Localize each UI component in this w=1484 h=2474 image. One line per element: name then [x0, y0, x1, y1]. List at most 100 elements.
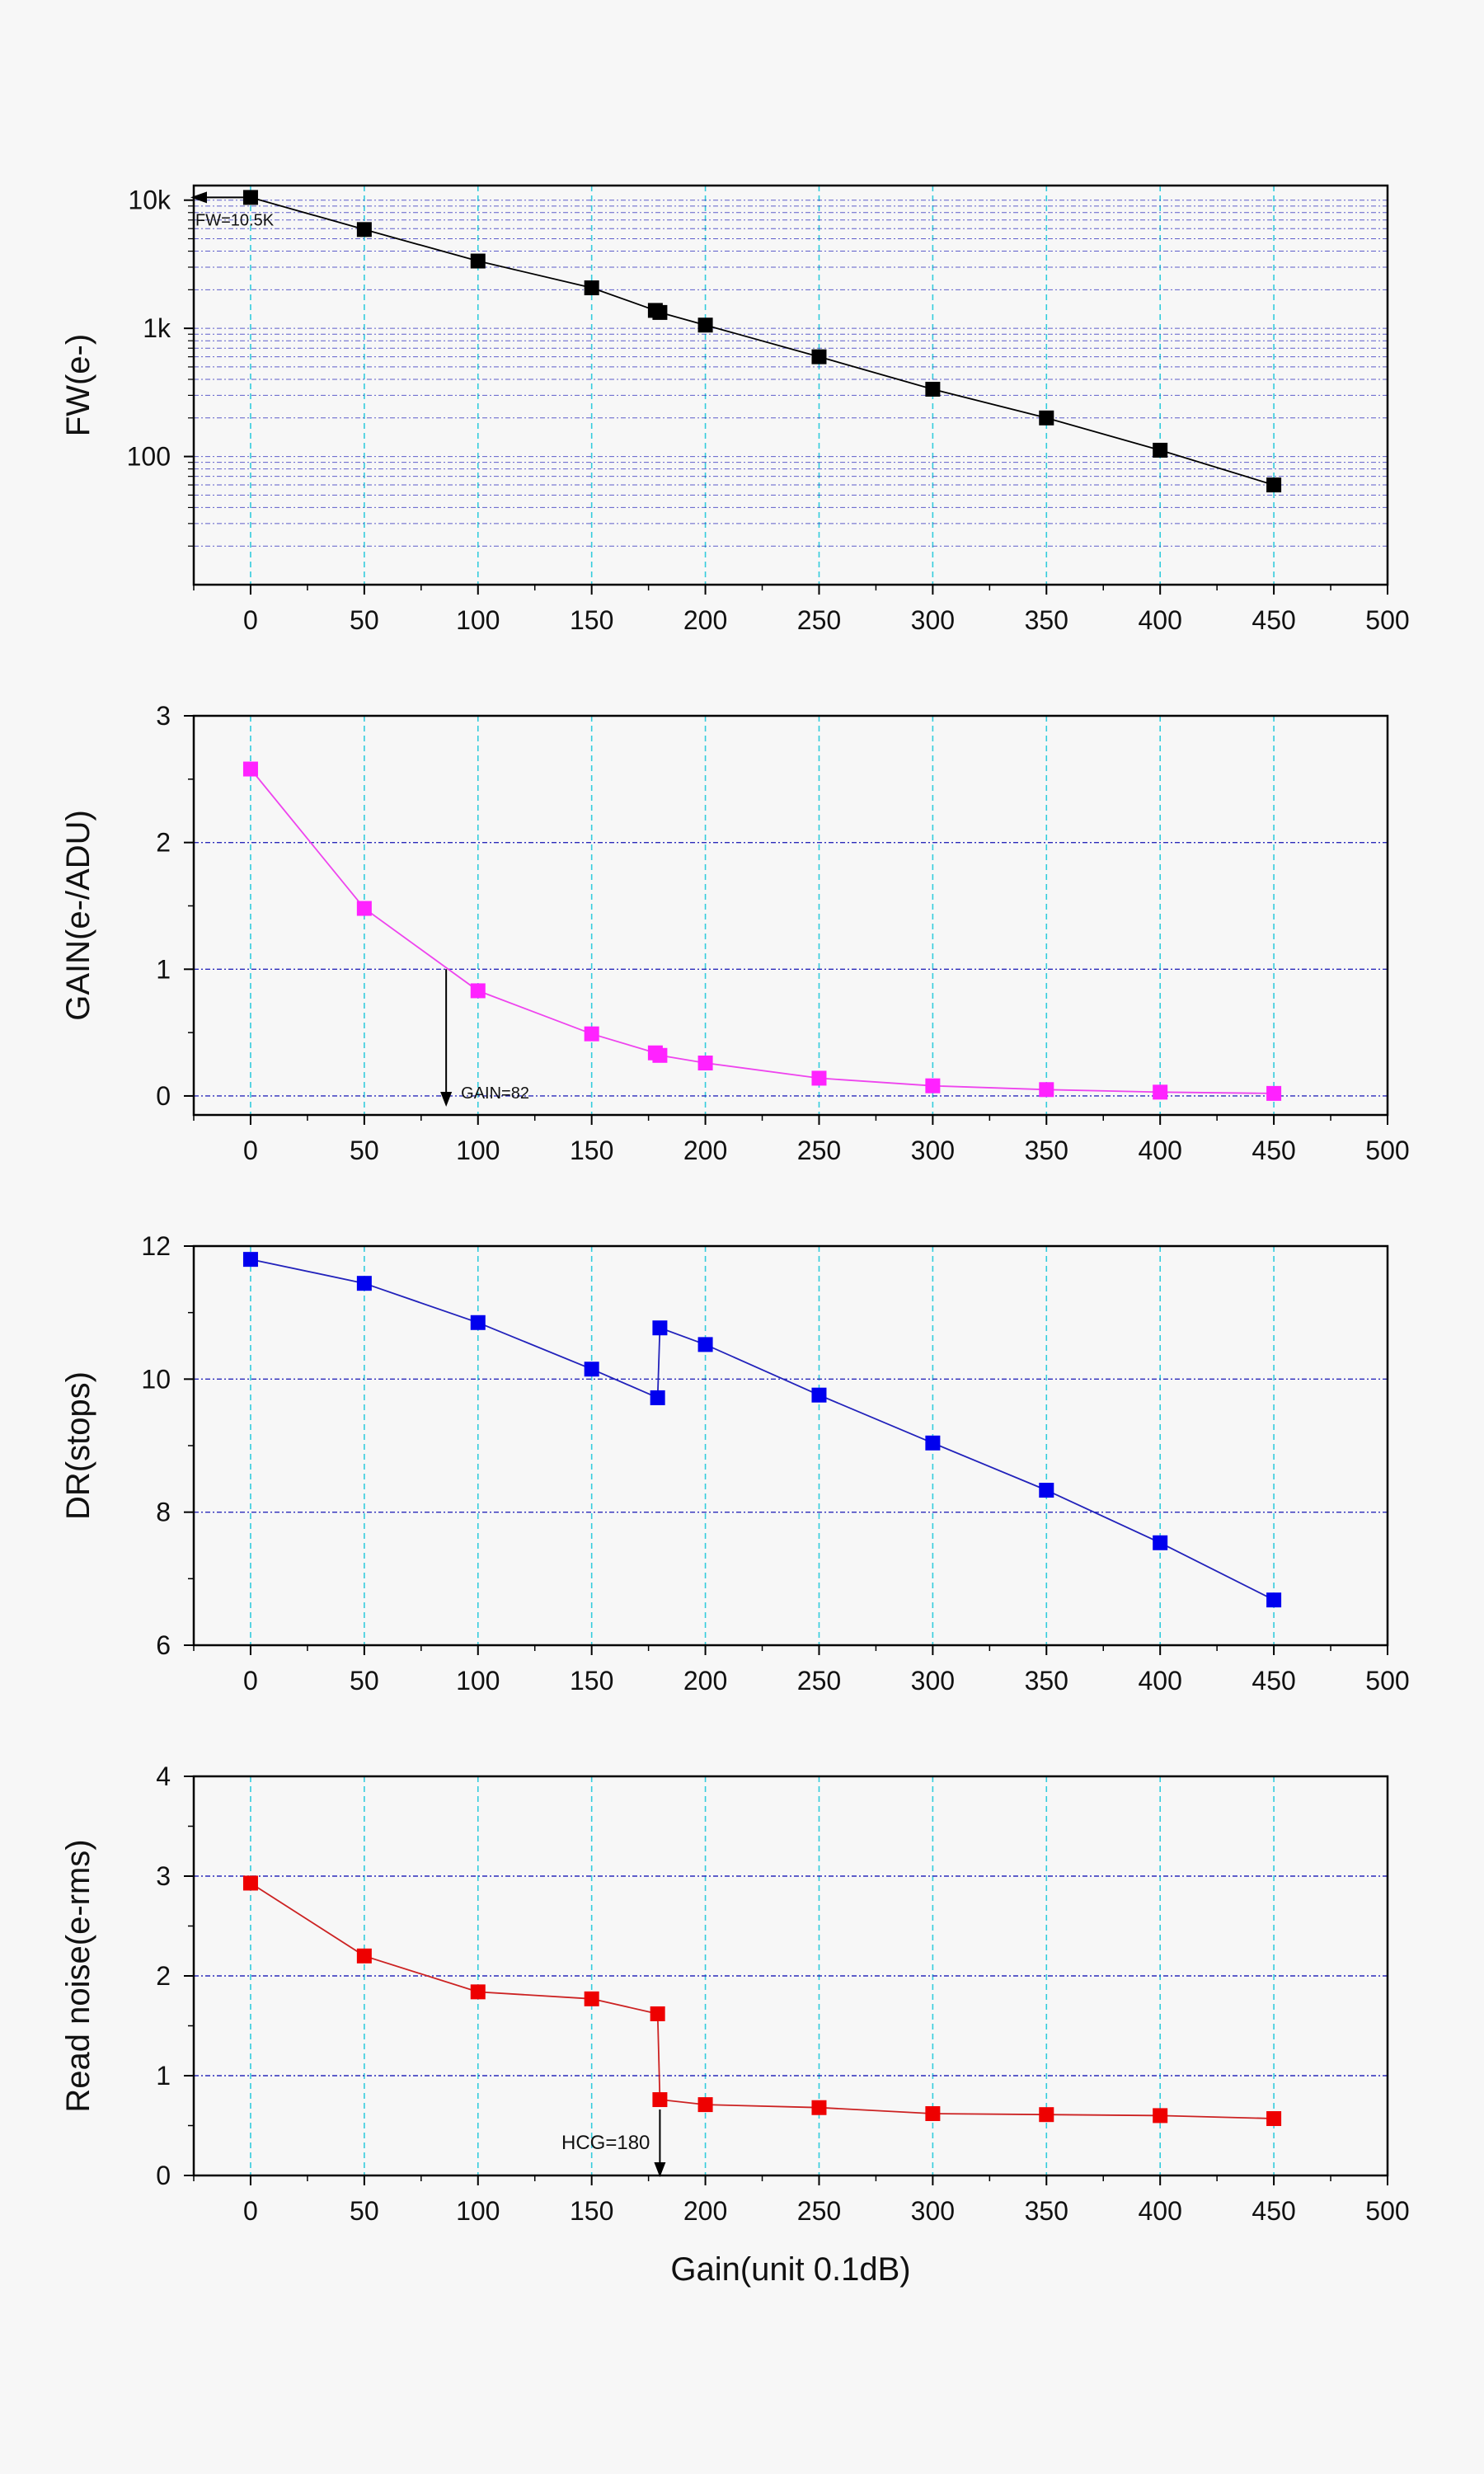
x-tick-label: 100 [456, 2196, 500, 2226]
data-point [811, 349, 827, 365]
y-tick-label: 10k [128, 186, 171, 215]
data-point [650, 1390, 665, 1405]
x-tick-label: 150 [570, 1136, 613, 1165]
data-point [1153, 442, 1168, 458]
y-tick-label: 2 [156, 828, 171, 858]
series-line [250, 1258, 1275, 1601]
y-tick-label: 3 [156, 1861, 171, 1891]
x-tick-label: 500 [1365, 1136, 1409, 1165]
x-tick-label: 350 [1025, 2196, 1068, 2226]
x-tick-label: 450 [1252, 1136, 1295, 1165]
plot-frame [192, 714, 1389, 1117]
x-tick-label: 150 [570, 2196, 613, 2226]
x-tick-label: 300 [911, 1666, 955, 1696]
y-tick-label: 0 [156, 2161, 171, 2190]
x-tick-label: 300 [911, 1136, 955, 1165]
x-axis-title: Gain(unit 0.1dB) [670, 2251, 910, 2288]
data-point [697, 317, 713, 333]
annotation-label: HCG=180 [561, 2132, 650, 2154]
x-tick-label: 50 [350, 1666, 379, 1696]
chart-panel-fw: 0 50 100 150 200 250 300 350 400 450 500 100 1k 10k FW… [60, 184, 1410, 635]
x-tick-label: 350 [1025, 605, 1068, 635]
x-tick-label: 100 [456, 605, 500, 635]
series-line [250, 196, 1275, 486]
x-tick-label: 50 [350, 1136, 379, 1165]
data-point [925, 1435, 941, 1451]
x-tick-label: 400 [1138, 1666, 1181, 1696]
x-tick-label: 350 [1025, 1136, 1068, 1165]
y-tick-label: 1 [156, 2061, 171, 2091]
x-tick-label: 100 [456, 1136, 500, 1165]
data-point [925, 1078, 941, 1094]
x-tick-label: 500 [1365, 2196, 1409, 2226]
annotation-arrowhead [440, 1092, 453, 1107]
data-point [811, 1387, 827, 1403]
data-point [242, 1875, 258, 1891]
x-tick-label: 350 [1025, 1666, 1068, 1696]
x-tick-label: 150 [570, 1666, 613, 1696]
y-tick-label: 6 [156, 1630, 171, 1660]
x-tick-label: 200 [683, 1666, 727, 1696]
annotation-label: GAIN=82 [461, 1084, 529, 1103]
annotation-arrowhead [654, 2162, 666, 2177]
data-point [811, 2100, 827, 2115]
x-tick-label: 250 [797, 2196, 841, 2226]
plot-frame [192, 184, 1389, 586]
x-tick-label: 0 [243, 1136, 258, 1165]
annotation-arrowhead [190, 191, 207, 204]
x-tick-label: 100 [456, 1666, 500, 1696]
y-tick-label: 3 [156, 701, 171, 731]
data-point [652, 304, 668, 320]
x-tick-label: 50 [350, 2196, 379, 2226]
data-point [584, 280, 599, 296]
x-tick-label: 250 [797, 605, 841, 635]
y-tick-label: 10 [141, 1364, 171, 1394]
series-line [250, 1882, 1275, 2119]
data-point [697, 2097, 713, 2113]
x-tick-label: 0 [243, 2196, 258, 2226]
x-tick-label: 150 [570, 605, 613, 635]
data-point [1153, 1535, 1168, 1550]
y-tick-label: 1 [156, 954, 171, 984]
x-tick-label: 50 [350, 605, 379, 635]
data-point [1039, 1082, 1054, 1098]
data-point [925, 381, 941, 397]
x-tick-label: 400 [1138, 2196, 1181, 2226]
chart-panel-rn: 0 50 100 150 200 250 300 350 400 450 500 0 1 2 3 4 Read … [60, 1761, 1410, 2288]
data-point [1266, 2111, 1282, 2127]
data-point [356, 1948, 372, 1964]
y-axis-title: FW(e-) [60, 334, 96, 436]
data-point [1266, 477, 1282, 493]
data-point [697, 1337, 713, 1352]
x-tick-label: 450 [1252, 1666, 1295, 1696]
data-point [242, 761, 258, 777]
chart-panel-dr: 0 50 100 150 200 250 300 350 400 450 500 6 8 10 12 DR(s… [60, 1231, 1410, 1696]
series-line [250, 768, 1275, 1094]
x-tick-label: 0 [243, 1666, 258, 1696]
data-point [584, 1026, 599, 1042]
y-tick-label: 100 [127, 442, 171, 472]
data-point [1266, 1085, 1282, 1101]
data-point [925, 2105, 941, 2121]
data-point [584, 1362, 599, 1377]
data-point [470, 1984, 486, 2000]
chart-panel-gain: 0 50 100 150 200 250 300 350 400 450 500 0 1 2 3 GAIN(e… [60, 701, 1410, 1165]
data-point [652, 1320, 668, 1336]
y-axis-title: DR(stops) [60, 1371, 96, 1520]
data-point [1039, 410, 1054, 426]
y-axis-title: Read noise(e-rms) [60, 1839, 96, 2112]
data-point [652, 1047, 668, 1063]
data-point [1266, 1592, 1282, 1608]
data-point [470, 253, 486, 269]
x-tick-label: 250 [797, 1666, 841, 1696]
y-tick-label: 1k [143, 313, 171, 343]
data-point [650, 2006, 665, 2021]
x-tick-label: 500 [1365, 1666, 1409, 1696]
x-tick-label: 300 [911, 2196, 955, 2226]
data-point [242, 1252, 258, 1268]
y-axis-title: GAIN(e-/ADU) [60, 810, 96, 1021]
x-tick-label: 250 [797, 1136, 841, 1165]
x-tick-label: 450 [1252, 605, 1295, 635]
x-tick-label: 500 [1365, 605, 1409, 635]
